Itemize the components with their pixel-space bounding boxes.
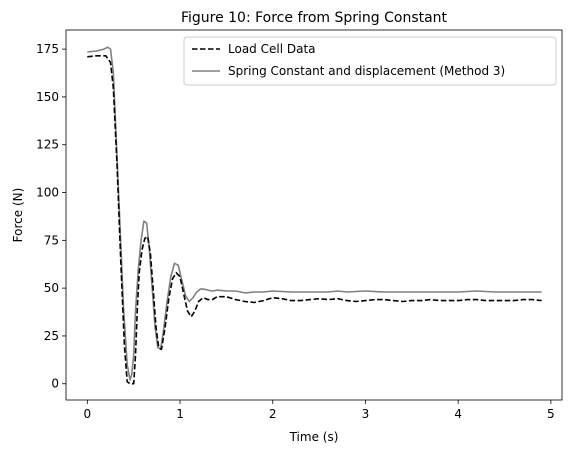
- y-tick-label-4: 100: [36, 186, 59, 200]
- y-tick-label-0: 0: [51, 377, 59, 391]
- x-tick-label-1: 1: [176, 407, 184, 421]
- plot-frame: [65, 29, 563, 401]
- y-tick-label-7: 175: [36, 42, 59, 56]
- plot-area: [66, 30, 562, 400]
- x-tick-label-4: 4: [454, 407, 462, 421]
- legend: Load Cell Data Spring Constant and displ…: [183, 36, 557, 86]
- x-tick-label-2: 2: [269, 407, 277, 421]
- y-tick-label-3: 75: [44, 233, 59, 247]
- legend-label-load-cell: Load Cell Data: [228, 42, 316, 56]
- series-line-0: [87, 54, 542, 385]
- y-axis-label: Force (N): [11, 188, 25, 243]
- y-tick-label-5: 125: [36, 138, 59, 152]
- x-tick-label-5: 5: [547, 407, 555, 421]
- legend-label-spring-constant: Spring Constant and displacement (Method…: [228, 64, 505, 78]
- y-tick-label-2: 50: [44, 281, 59, 295]
- legend-frame: [183, 36, 557, 86]
- x-tick-label-0: 0: [84, 407, 92, 421]
- series-line-1: [87, 46, 542, 381]
- x-tick-label-3: 3: [362, 407, 370, 421]
- y-tick-label-1: 25: [44, 329, 59, 343]
- chart-title: Figure 10: Force from Spring Constant: [181, 10, 448, 26]
- x-axis-label: Time (s): [289, 430, 339, 444]
- y-tick-label-6: 150: [36, 90, 59, 104]
